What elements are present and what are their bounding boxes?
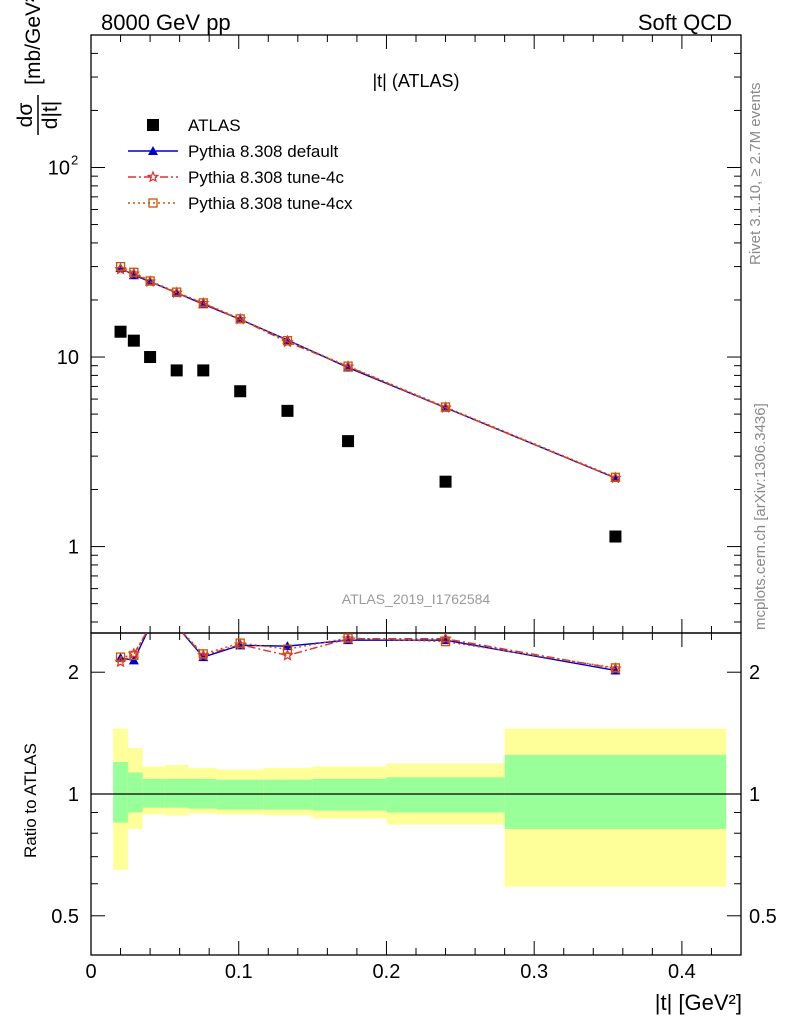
- ratio-pythia-8-308-tune-4cx: [115, 633, 621, 673]
- data-point: [282, 336, 293, 346]
- x-tick-label: 0.1: [225, 961, 253, 983]
- data-point: [235, 638, 245, 648]
- process-label: Soft QCD: [638, 10, 732, 35]
- x-axis-label: |t| [GeV²]: [655, 990, 742, 1015]
- x-tick-label: 0: [85, 961, 96, 983]
- series-atlas: [114, 325, 622, 543]
- series-line: [120, 265, 616, 478]
- legend-label: ATLAS: [188, 116, 241, 135]
- y-tick-label: 2: [68, 662, 79, 684]
- ratio-stat-band: [504, 754, 727, 829]
- rivet-version-label: Rivet 3.1.10, ≥ 2.7M events: [747, 83, 764, 266]
- data-point: [115, 652, 126, 662]
- beam-energy-label: 8000 GeV pp: [101, 10, 231, 35]
- data-point: [198, 298, 208, 308]
- y-tick-label: 1: [68, 784, 79, 806]
- data-point: [440, 402, 451, 412]
- data-point: [148, 146, 158, 155]
- data-point: [439, 475, 452, 488]
- data-point: [281, 404, 294, 417]
- chart-title: |t| (ATLAS): [372, 71, 459, 91]
- analysis-watermark: ATLAS_2019_I1762584: [342, 591, 491, 607]
- data-point: [115, 261, 126, 272]
- ratio-pythia-8-308-default: [115, 621, 621, 675]
- y-tick-label: 0.5: [749, 906, 777, 928]
- data-point: [198, 649, 208, 659]
- svg-text:d|t|: d|t|: [39, 101, 62, 129]
- ratio-line: [120, 633, 616, 672]
- data-point: [235, 314, 245, 324]
- series-pythia-8-308-tune-4c: [114, 262, 622, 484]
- data-point: [145, 276, 155, 286]
- ratio-stat-band: [127, 772, 143, 813]
- ratio-stat-band: [142, 778, 165, 808]
- ratio-panel: 0 0.1 0.2 0.3 0.4 0.5 0.5 1 1 2 2: [51, 35, 777, 983]
- y-axis-label-top: dσ d|t| [mb/GeV²]: [14, 0, 62, 135]
- ratio-line: [120, 633, 616, 670]
- data-point: [127, 334, 140, 347]
- data-point: [610, 663, 621, 673]
- x-tick-label: 0.3: [520, 961, 548, 983]
- ratio-error-bands: [113, 728, 727, 887]
- data-point: [144, 351, 157, 364]
- ratio-stat-band: [312, 778, 387, 811]
- y-tick-label: 10: [48, 157, 70, 179]
- legend-label: Pythia 8.308 tune-4c: [188, 168, 344, 187]
- data-point: [343, 361, 353, 371]
- ratio-stat-band: [386, 777, 505, 813]
- y-tick-label: 0.5: [51, 906, 79, 928]
- data-point: [129, 650, 139, 661]
- legend-entry: ATLAS: [147, 116, 241, 135]
- data-point: [114, 325, 127, 338]
- y-tick-label: 10: [57, 347, 79, 369]
- legend-entry: Pythia 8.308 tune-4cx: [128, 194, 353, 213]
- data-point: [147, 119, 159, 131]
- y-tick-label-exponent: 2: [71, 152, 78, 167]
- y-tick-label: 1: [749, 784, 760, 806]
- data-point: [342, 435, 355, 448]
- data-point: [440, 636, 451, 647]
- data-point: [172, 621, 182, 630]
- x-axis-ticks: 0 0.1 0.2 0.3 0.4: [85, 35, 742, 983]
- svg-text:|t| [GeV²]: |t| [GeV²]: [655, 990, 742, 1015]
- data-point: [172, 287, 182, 297]
- series-pythia-8-308-tune-4cx: [115, 261, 621, 482]
- legend-label: Pythia 8.308 default: [188, 142, 339, 161]
- data-point: [197, 364, 210, 377]
- data-point: [170, 364, 183, 377]
- ratio-stat-band: [263, 779, 313, 810]
- data-point: [282, 644, 293, 654]
- mcplots-reference-label: mcplots.cern.ch [arXiv:1306.3436]: [752, 403, 769, 630]
- ratio-stat-band: [113, 761, 128, 823]
- ratio-pythia-8-308-tune-4c: [114, 633, 622, 675]
- legend-label: Pythia 8.308 tune-4cx: [188, 194, 353, 213]
- data-point: [234, 385, 247, 398]
- y-tick-label: 2: [749, 662, 760, 684]
- svg-text:dσ: dσ: [14, 103, 37, 128]
- data-point: [146, 170, 160, 183]
- data-point: [148, 198, 158, 208]
- data-point: [609, 530, 622, 543]
- svg-text:[mb/GeV²]: [mb/GeV²]: [22, 0, 45, 85]
- data-point: [343, 633, 353, 643]
- y-tick-label: 1: [68, 537, 79, 559]
- x-tick-label: 0.2: [373, 961, 401, 983]
- data-point: [129, 267, 139, 277]
- legend-entry: Pythia 8.308 tune-4c: [128, 168, 344, 187]
- y-axis-ticks-ratio: 0.5 0.5 1 1 2 2: [51, 662, 777, 956]
- ratio-line: [120, 633, 616, 669]
- x-tick-label: 0.4: [668, 961, 696, 983]
- y-axis-label-ratio: Ratio to ATLAS: [21, 743, 40, 858]
- data-point: [610, 472, 621, 482]
- ratio-stat-band: [216, 779, 264, 810]
- ratio-stat-band: [164, 778, 189, 808]
- legend: ATLAS Pythia 8.308 default Pythia 8.308 tu…: [128, 116, 353, 213]
- legend-entry: Pythia 8.308 default: [128, 142, 339, 161]
